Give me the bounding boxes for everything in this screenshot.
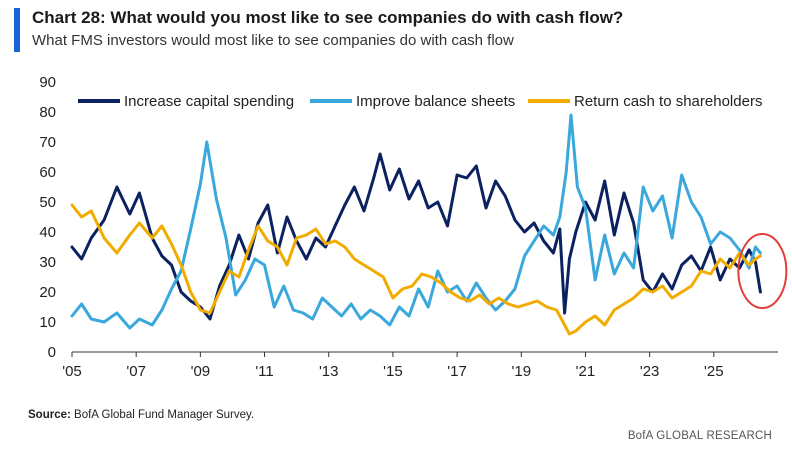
x-tick-label: '25 <box>704 363 724 380</box>
y-tick-label: 90 <box>39 74 56 91</box>
y-tick-label: 0 <box>48 344 56 361</box>
x-tick-label: '15 <box>383 363 403 380</box>
brand-footer: BofA GLOBAL RESEARCH <box>627 430 772 442</box>
source-label: Source: <box>28 409 71 421</box>
y-tick-label: 80 <box>39 104 56 121</box>
y-tick-label: 60 <box>39 164 56 181</box>
y-tick-label: 70 <box>39 134 56 151</box>
x-tick-label: '11 <box>255 363 273 380</box>
y-axis: 0 10 20 30 40 50 60 70 80 90 <box>39 74 56 361</box>
y-tick-label: 30 <box>39 254 56 271</box>
y-tick-label: 50 <box>39 194 56 211</box>
chart-subtitle: What FMS investors would most like to se… <box>32 32 514 49</box>
title-accent-bar <box>14 8 20 52</box>
chart-title: Chart 28: What would you most like to se… <box>32 8 624 27</box>
legend: Increase capital spending Improve balance… <box>78 93 762 110</box>
y-tick-label: 20 <box>39 284 56 301</box>
series-line-2 <box>70 113 762 330</box>
x-tick-label: '07 <box>126 363 146 380</box>
y-tick-label: 40 <box>39 224 56 241</box>
x-tick-label: '23 <box>640 363 660 380</box>
x-tick-label: '17 <box>447 363 467 380</box>
highlight-circle <box>737 233 788 309</box>
x-tick-label: '19 <box>511 363 531 380</box>
y-tick-label: 10 <box>39 314 56 331</box>
x-tick-label: '13 <box>319 363 339 380</box>
series-line-3 <box>70 203 762 336</box>
x-tick-label: '05 <box>62 363 82 380</box>
series-lines <box>70 113 762 336</box>
legend-label: Return cash to shareholders <box>574 93 762 110</box>
annotations <box>737 233 788 309</box>
x-tick-label: '09 <box>191 363 211 380</box>
legend-label: Increase capital spending <box>124 93 294 110</box>
source-note: Source: BofA Global Fund Manager Survey. <box>28 409 254 421</box>
legend-label: Improve balance sheets <box>356 93 515 110</box>
x-tick-label: '21 <box>576 363 596 380</box>
x-axis: '05 '07 '09 '11 '13 '15 '17 '19 '21 '23 '25 <box>62 351 778 380</box>
source-text: BofA Global Fund Manager Survey. <box>74 409 255 421</box>
